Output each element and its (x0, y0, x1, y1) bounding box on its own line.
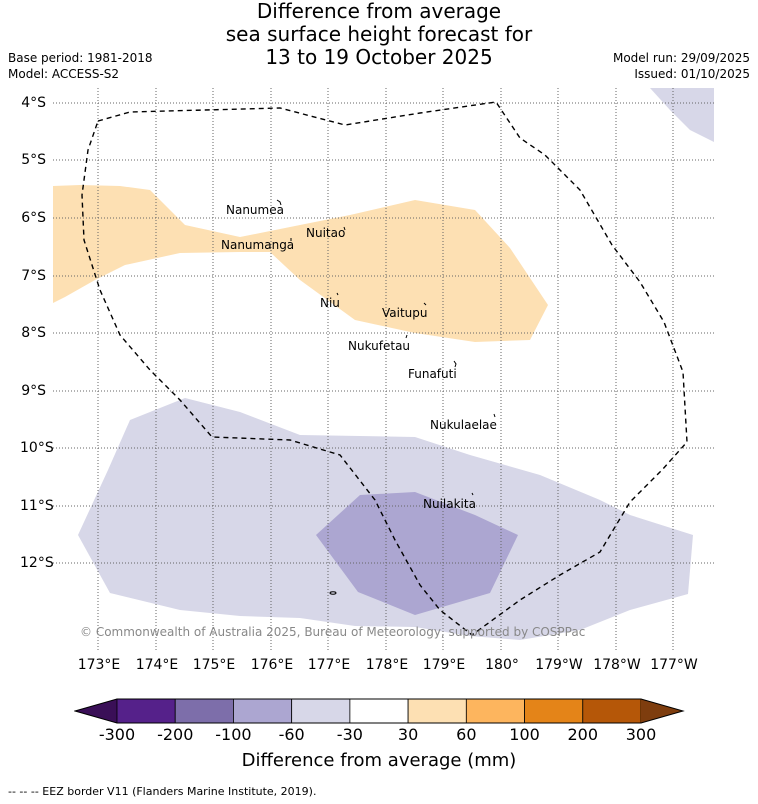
place-nukufetau: Nukufetau (348, 339, 411, 353)
colorbar-title: Difference from average (mm) (241, 750, 517, 771)
lat-label-11s: 11°S (20, 498, 54, 514)
island-nukufetau-shape (405, 334, 408, 339)
lon-label-177w: 177°W (650, 657, 698, 673)
place-funafuti: Funafuti (408, 367, 457, 381)
eez-border (81, 101, 688, 636)
colorbar-tick-label: -30 (336, 725, 363, 744)
island-funafuti-shape (453, 360, 457, 368)
lon-label-177e: 177°E (307, 657, 351, 673)
colorbar-tick-label: 200 (567, 725, 599, 744)
place-niu: Niu (320, 296, 340, 310)
issued-date: Issued: 01/10/2025 (634, 67, 750, 81)
place-nanumea: Nanumea (226, 203, 284, 217)
lon-label-178e: 178°E (365, 657, 409, 673)
colorbar-tick-label: -300 (98, 725, 136, 744)
colorbar-segment (116, 698, 176, 724)
place-nanumanga: Nanumanga (221, 238, 295, 252)
lon-label-173e: 173°E (77, 657, 121, 673)
place-nuilakita: Nuilakita (423, 497, 476, 511)
colorbar-arrow-high (641, 699, 683, 723)
lat-label-10s: 10°S (20, 440, 54, 456)
lat-label-6s: 6°S (21, 210, 46, 226)
colorbar-tick-label: 30 (397, 725, 419, 744)
colorbar-tick-label: 100 (509, 725, 540, 744)
island-nuitao-shape (343, 226, 346, 231)
positive-anomaly-region (53, 185, 548, 342)
colorbar-segment (174, 698, 234, 724)
meta-right: Model run: 29/09/2025 Issued: 01/10/2025 (613, 50, 750, 82)
lon-label-179e: 179°E (422, 657, 466, 673)
colorbar-outline (74, 698, 685, 724)
colorbar-tick-label: -200 (157, 725, 194, 744)
colorbar-tick-label: 60 (456, 725, 477, 744)
colorbar-tick-label: -100 (215, 725, 252, 744)
colorbar-segment (349, 698, 409, 724)
lat-label-12s: 12°S (20, 555, 54, 571)
place-vaitupu: Vaitupu (382, 306, 428, 320)
base-period: Base period: 1981-2018 (8, 51, 153, 65)
lat-label-5s: 5°S (21, 152, 46, 168)
islands (276, 199, 496, 595)
place-nuitao: Nuitao (306, 226, 346, 240)
lon-label-174e: 174°E (135, 657, 179, 673)
title-line-3: 13 to 19 October 2025 (265, 45, 493, 69)
colorbar-tick-label: 300 (625, 725, 657, 744)
colorbar-segment (582, 698, 642, 724)
island-nukulaelae-shape (493, 413, 496, 418)
island-niu-shape (336, 292, 339, 296)
island-reef-shape (329, 591, 337, 595)
lat-label-9s: 9°S (21, 383, 46, 399)
island-nanumea-shape (276, 199, 282, 206)
colorbar-segment (407, 698, 467, 724)
map-panel (53, 88, 714, 651)
negative-anomaly-region-northeast (650, 88, 714, 142)
copyright-notice: © Commonwealth of Australia 2025, Bureau… (80, 625, 586, 639)
title-line-1: Difference from average (256, 0, 502, 23)
title-line-2: sea surface height forecast for (225, 22, 533, 46)
island-nuilakita-shape (471, 492, 474, 496)
colorbar-segment (291, 698, 351, 724)
island-vaitupu-shape (423, 302, 427, 306)
lat-label-4s: 4°S (21, 95, 46, 111)
lon-label-180: 180° (485, 657, 519, 673)
lon-label-179w: 179°W (535, 657, 583, 673)
map-title: Difference from average sea surface heig… (0, 0, 758, 69)
colorbar (74, 698, 685, 724)
colorbar-arrow-low (75, 699, 117, 723)
colorbar-segment (233, 698, 293, 724)
negative-anomaly-region-medium (316, 492, 518, 615)
lat-label-8s: 8°S (21, 325, 46, 341)
lon-label-175e: 175°E (192, 657, 236, 673)
place-nukulaelae: Nukulaelae (430, 418, 497, 432)
colorbar-segment (465, 698, 525, 724)
meta-left: Base period: 1981-2018 Model: ACCESS-S2 (8, 50, 153, 82)
colorbar-segment (524, 698, 584, 724)
lon-label-176e: 176°E (250, 657, 294, 673)
graticule (53, 88, 714, 651)
colorbar-tick-label: -60 (278, 725, 305, 744)
lat-label-7s: 7°S (21, 268, 46, 284)
model-run: Model run: 29/09/2025 (612, 51, 750, 65)
eez-footnote: -- -- -- EEZ border V11 (Flanders Marine… (8, 785, 317, 798)
model-name: Model: ACCESS-S2 (8, 67, 120, 81)
lon-label-178w: 178°W (593, 657, 641, 673)
